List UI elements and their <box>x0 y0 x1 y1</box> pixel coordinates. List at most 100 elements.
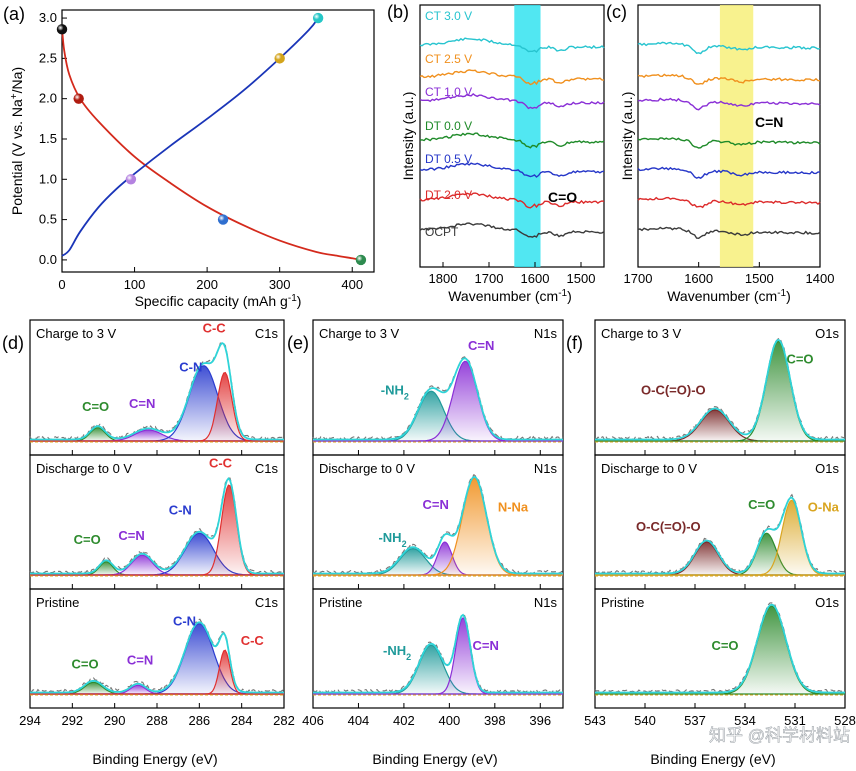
panel-b-xtick-label: 1500 <box>567 271 596 286</box>
panel-a-xtick-label: 0 <box>58 277 65 292</box>
panel-e-subpanel: Discharge to 0 V N1s N-Na C=N -NH2 <box>312 454 564 590</box>
panel-d-subpanel-title: Pristine <box>36 595 79 610</box>
panel-f-subpanel-title: Pristine <box>601 595 644 610</box>
panel-e-peak-fit <box>313 477 563 576</box>
panel-d-peak-label: C-C <box>203 321 227 336</box>
panel-a-label: (a) <box>3 4 25 24</box>
panel-d-peak-label: C=O <box>71 657 98 672</box>
panel-d-peak-fit <box>30 484 284 576</box>
panel-d-peak-fit <box>30 649 284 695</box>
panel-f-envelope <box>595 339 845 441</box>
panel-b-band <box>514 5 541 267</box>
panel-f-peak-label: O-C(=O)-O <box>641 383 706 398</box>
panel-c-spectrum <box>637 97 821 111</box>
panel-b-legend-entry: CT 1.0 V <box>425 85 472 99</box>
panel-b-legend-entry: DT 0.0 V <box>425 119 472 133</box>
panel-c-xtick-label: 1400 <box>806 271 835 286</box>
panel-a-xtick-label: 400 <box>341 277 363 292</box>
panel-a-xtick-label: 100 <box>124 277 146 292</box>
panel-d-xlabel: Binding Energy (eV) <box>92 751 217 767</box>
panel-e-subpanel: Charge to 3 V N1s C=N -NH2 <box>312 319 564 456</box>
panel-e-raw-data <box>312 356 564 441</box>
panel-f-peak-label: C=O <box>786 352 813 367</box>
panel-b-ylabel: Intensity (a.u.) <box>400 92 416 181</box>
panel-e-peak-label: C=N <box>473 638 499 653</box>
panel-f-peak-label: C=O <box>748 497 775 512</box>
panel-a-discharge-curve <box>61 27 362 261</box>
panel-c-spectrum <box>637 166 821 180</box>
panel-b-spectrum <box>419 132 605 149</box>
panel-d-peak-fit <box>30 371 284 442</box>
panel-c-xtick-label: 1600 <box>684 271 713 286</box>
panel-d-envelope <box>30 477 284 575</box>
panel-d-peak-label: C=N <box>127 653 153 668</box>
panel-d-peak-label: C-N <box>173 614 196 629</box>
panel-c-xtick-label: 1700 <box>624 271 653 286</box>
panel-a-ytick-label: 2.0 <box>39 91 57 106</box>
watermark: 知乎 @科学材料站 <box>709 726 850 745</box>
panel-d-peak-label: C=N <box>118 528 144 543</box>
panel-b-xtick-label: 1700 <box>475 271 504 286</box>
panel-d-peak-label: C-C <box>241 633 265 648</box>
panel-b-spectrum <box>419 192 605 209</box>
panel-d-xtick-label: 288 <box>146 713 168 728</box>
panel-d-peak-label: C=N <box>129 396 155 411</box>
panel-e-peak-fit <box>313 360 563 442</box>
panel-d-subpanel: Charge to 3 V C1s C-C C-N C=N C=O <box>29 319 285 456</box>
panel-b-spectrum <box>419 222 605 238</box>
panel-c-spectra <box>637 41 821 240</box>
panel-a-ytick-label: 2.5 <box>39 50 57 65</box>
panel-c-annotation: C=N <box>755 114 783 130</box>
panel-b-ticks: 1800 1700 1600 1500 <box>429 262 596 286</box>
panel-d-label: (d) <box>2 333 24 353</box>
panel-b-spectrum <box>419 162 605 178</box>
panel-d-xtick-label: 284 <box>231 713 253 728</box>
panel-e-raw-data <box>312 614 564 694</box>
panel-c-highlight-band <box>719 5 754 267</box>
panel-a: 0 100 200 300 400 0.0 0.5 1.0 1.5 2.0 2.5 3.0 (a) S… <box>3 4 375 310</box>
panel-e-envelope <box>313 357 563 441</box>
panel-e-xtick-label: 402 <box>393 713 415 728</box>
panel-c-ticks: 1700 1600 1500 1400 <box>624 262 835 286</box>
panel-b-xtick-label: 1600 <box>521 271 550 286</box>
panel-b-spectrum <box>419 69 605 86</box>
panel-d-raw-data <box>29 618 285 694</box>
panel-e-peak-label: -NH2 <box>378 530 406 549</box>
panel-e-subpanel-frame <box>312 588 564 709</box>
panel-f-subpanel-title: Discharge to 0 V <box>601 461 697 476</box>
panel-b-legend-entry: CT 3.0 V <box>425 9 472 23</box>
panel-c-spectrum <box>637 196 821 209</box>
panel-b-xlabel: Wavenumber (cm-1) <box>448 288 572 305</box>
panel-e-peak-label: C=N <box>468 338 494 353</box>
panel-c-spectrum <box>637 41 821 55</box>
panel-e-subpanel-element: N1s <box>534 461 558 476</box>
panel-d-subpanel-title: Discharge to 0 V <box>36 461 132 476</box>
panel-d-peak-label: C=O <box>74 532 101 547</box>
panel-d-raw-data <box>29 341 285 441</box>
panel-e-subpanel-title: Discharge to 0 V <box>319 461 415 476</box>
panel-b-legend: CT 3.0 V CT 2.5 V CT 1.0 V DT 0.0 V DT 0.5 V… <box>425 9 472 239</box>
panel-a-xlabel: Specific capacity (mAh g-1) <box>135 293 302 310</box>
panel-d-raw-data <box>29 477 285 575</box>
panel-d-xtick-label: 292 <box>61 713 83 728</box>
panel-e-xtick-label: 396 <box>529 713 551 728</box>
panel-e-subpanel: Pristine N1s C=N -NH2 406 404 402 400 398 396 <box>302 588 564 728</box>
panel-d-subpanel-element: C1s <box>255 461 279 476</box>
panel-c-xtick-label: 1500 <box>745 271 774 286</box>
panel-e-xtick-label: 398 <box>484 713 506 728</box>
panel-f-xtick-label: 543 <box>584 713 606 728</box>
panel-f-xtick-label: 531 <box>784 713 806 728</box>
panel-c-spectrum <box>637 73 821 85</box>
panel-a-ytick-label: 1.5 <box>39 131 57 146</box>
panel-a-marker <box>217 214 229 225</box>
panel-d-subpanel: Pristine C1s C-C C-N C=N C=O 294 292 290 288 286 28… <box>19 588 295 728</box>
panel-f-subpanel-title: Charge to 3 V <box>601 326 682 341</box>
panel-e-xtick-label: 400 <box>439 713 461 728</box>
panel-f-subpanel-element: O1s <box>815 461 839 476</box>
panel-b-xtick-label: 1800 <box>429 271 458 286</box>
panel-f-peak-label: O-C(=O)-O <box>636 519 701 534</box>
panel-d-xtick-label: 282 <box>273 713 295 728</box>
panel-f-subpanel: Pristine O1s C=O 543 540 537 534 531 528 <box>584 588 856 728</box>
